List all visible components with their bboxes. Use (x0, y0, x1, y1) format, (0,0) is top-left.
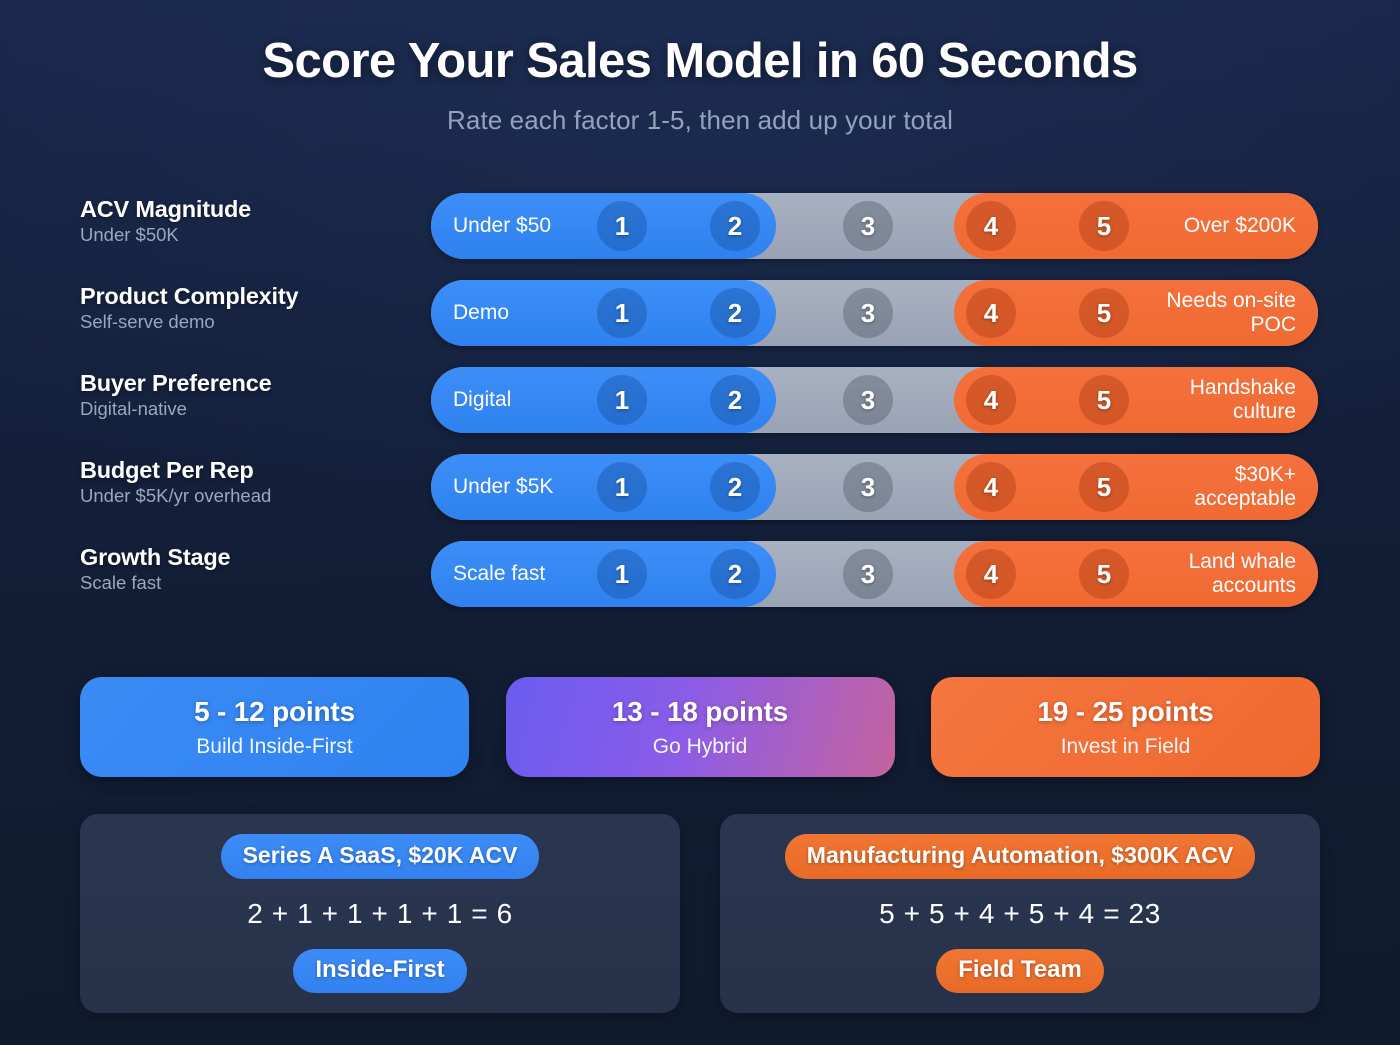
example-result-badge: Field Team (936, 949, 1104, 993)
factor-name: Budget Per Rep (80, 457, 254, 483)
factor-label: Buyer Preference Digital-native (80, 370, 410, 421)
scale-point-2[interactable]: 2 (710, 549, 760, 599)
example-card-saas: Series A SaaS, $20K ACV 2 + 1 + 1 + 1 + … (80, 814, 680, 1013)
scale-point-2[interactable]: 2 (710, 375, 760, 425)
factor-subtext: Under $50K (80, 224, 179, 246)
scale-point-1[interactable]: 1 (597, 462, 647, 512)
scale-point-4[interactable]: 4 (966, 201, 1016, 251)
scale-point-4[interactable]: 4 (966, 549, 1016, 599)
scale-zone-low (431, 193, 776, 259)
scale-left-label: Scale fast (453, 562, 546, 586)
scale-point-3[interactable]: 3 (843, 549, 893, 599)
factor-name: Buyer Preference (80, 370, 272, 396)
factor-subtext: Under $5K/yr overhead (80, 485, 272, 507)
factor-name: Product Complexity (80, 283, 299, 309)
factor-row: ACV Magnitude Under $50K Under $50 Over … (0, 193, 1400, 280)
example-calculation: 5 + 5 + 4 + 5 + 4 = 23 (879, 898, 1161, 929)
scale-point-3[interactable]: 3 (843, 201, 893, 251)
scale-point-5[interactable]: 5 (1079, 375, 1129, 425)
band-range: 19 - 25 points (1037, 695, 1214, 727)
example-card-manufacturing: Manufacturing Automation, $300K ACV 5 + … (720, 814, 1320, 1013)
rating-scale[interactable]: Under $50 Over $200K 1 2 3 4 5 (431, 193, 1318, 259)
scale-point-1[interactable]: 1 (597, 201, 647, 251)
scale-zone-high (954, 280, 1318, 346)
scale-point-1[interactable]: 1 (597, 288, 647, 338)
scale-point-2[interactable]: 2 (710, 288, 760, 338)
band-recommendation: Go Hybrid (652, 734, 748, 758)
score-band-low[interactable]: 5 - 12 points Build Inside-First (80, 677, 469, 777)
scale-point-4[interactable]: 4 (966, 375, 1016, 425)
scale-zone-low (431, 454, 776, 520)
factor-label: Product Complexity Self-serve demo (80, 283, 410, 334)
example-tag: Manufacturing Automation, $300K ACV (784, 834, 1256, 879)
factor-label: ACV Magnitude Under $50K (80, 196, 410, 247)
factor-row: Budget Per Rep Under $5K/yr overhead Und… (0, 454, 1400, 541)
scale-right-label: Needs on-site POC (1166, 289, 1296, 336)
scale-right-label: Over $200K (1183, 214, 1296, 238)
scale-point-4[interactable]: 4 (966, 462, 1016, 512)
rating-scale[interactable]: Demo Needs on-site POC 1 2 3 4 5 (431, 280, 1318, 346)
scale-point-5[interactable]: 5 (1079, 288, 1129, 338)
scale-zone-low (431, 367, 776, 433)
example-tag: Series A SaaS, $20K ACV (220, 834, 540, 879)
scale-right-label: Handshake culture (1189, 376, 1296, 423)
factor-row: Buyer Preference Digital-native Digital … (0, 367, 1400, 454)
header: Score Your Sales Model in 60 Seconds Rat… (0, 0, 1400, 136)
factor-name: ACV Magnitude (80, 196, 252, 222)
scale-zone-high (954, 193, 1318, 259)
scale-left-label: Under $5K (453, 475, 554, 499)
page-subtitle: Rate each factor 1-5, then add up your t… (447, 104, 953, 135)
factor-subtext: Scale fast (80, 572, 162, 594)
scale-point-3[interactable]: 3 (843, 462, 893, 512)
band-recommendation: Invest in Field (1060, 734, 1191, 758)
scale-point-5[interactable]: 5 (1079, 201, 1129, 251)
rating-scale[interactable]: Under $5K $30K+ acceptable 1 2 3 4 5 (431, 454, 1318, 520)
scale-point-1[interactable]: 1 (597, 375, 647, 425)
scale-point-5[interactable]: 5 (1079, 549, 1129, 599)
score-band-mid[interactable]: 13 - 18 points Go Hybrid (505, 677, 895, 777)
scale-point-2[interactable]: 2 (710, 462, 760, 512)
scale-point-3[interactable]: 3 (843, 288, 893, 338)
factor-subtext: Digital-native (80, 398, 187, 420)
band-range: 13 - 18 points (611, 695, 789, 727)
scale-right-label: Land whale accounts (1188, 550, 1296, 597)
factor-row: Growth Stage Scale fast Scale fast Land … (0, 541, 1400, 628)
scale-zone-low (431, 541, 776, 607)
scale-left-label: Demo (453, 301, 510, 325)
band-recommendation: Build Inside-First (196, 734, 353, 758)
factor-name: Growth Stage (80, 544, 231, 570)
scale-point-2[interactable]: 2 (710, 201, 760, 251)
scale-zone-high (954, 454, 1318, 520)
scale-zone-low (431, 280, 776, 346)
scale-left-label: Under $50 (453, 214, 552, 238)
scale-right-label: $30K+ acceptable (1194, 463, 1296, 510)
factor-row: Product Complexity Self-serve demo Demo … (0, 280, 1400, 367)
scale-zone-high (954, 541, 1318, 607)
rating-scale[interactable]: Scale fast Land whale accounts 1 2 3 4 5 (431, 541, 1318, 607)
example-cards: Series A SaaS, $20K ACV 2 + 1 + 1 + 1 + … (80, 814, 1320, 1013)
factor-subtext: Self-serve demo (80, 311, 215, 333)
factor-list: ACV Magnitude Under $50K Under $50 Over … (0, 193, 1400, 628)
scale-point-3[interactable]: 3 (843, 375, 893, 425)
band-range: 5 - 12 points (194, 695, 355, 727)
score-bands: 5 - 12 points Build Inside-First 13 - 18… (80, 677, 1320, 777)
page-title: Score Your Sales Model in 60 Seconds (262, 34, 1138, 88)
rating-scale[interactable]: Digital Handshake culture 1 2 3 4 5 (431, 367, 1318, 433)
score-band-high[interactable]: 19 - 25 points Invest in Field (931, 677, 1320, 777)
scale-zone-high (954, 367, 1318, 433)
scale-point-1[interactable]: 1 (597, 549, 647, 599)
scale-left-label: Digital (453, 388, 512, 412)
scale-point-5[interactable]: 5 (1079, 462, 1129, 512)
factor-label: Budget Per Rep Under $5K/yr overhead (80, 457, 410, 508)
example-calculation: 2 + 1 + 1 + 1 + 1 = 6 (247, 898, 513, 929)
scale-point-4[interactable]: 4 (966, 288, 1016, 338)
factor-label: Growth Stage Scale fast (80, 544, 410, 595)
example-result-badge: Inside-First (293, 949, 467, 993)
